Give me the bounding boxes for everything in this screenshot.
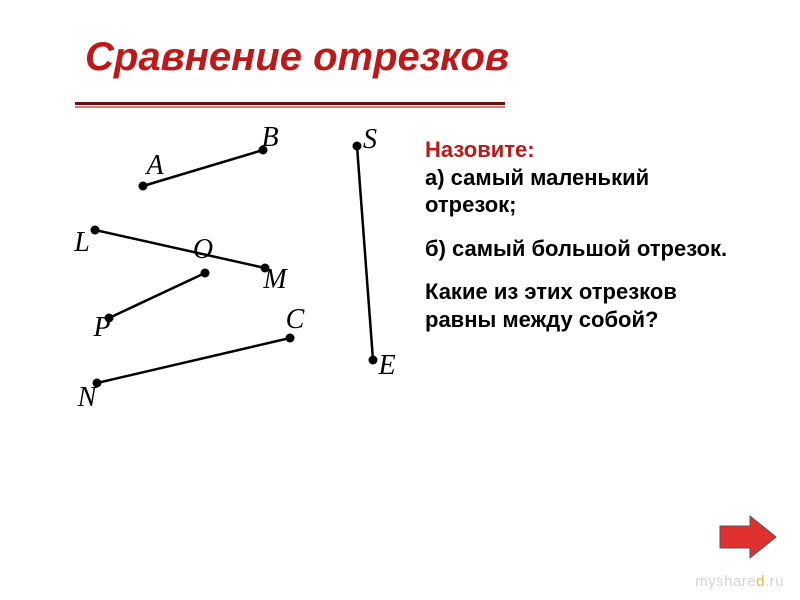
point-label-B: B bbox=[261, 122, 278, 154]
point-label-E: E bbox=[378, 350, 395, 382]
point-label-C: C bbox=[286, 304, 305, 336]
slide: Сравнение отрезков A B L M O P N C S E Назовите: … bbox=[0, 0, 800, 600]
segment-OP bbox=[109, 273, 205, 318]
point-label-N: N bbox=[78, 382, 97, 414]
title-rule-wrap bbox=[75, 102, 745, 108]
page-title: Сравнение отрезков bbox=[85, 35, 745, 80]
point-label-P: P bbox=[93, 312, 110, 344]
prompt-block-a: Назовите: а) самый маленький отрезок; bbox=[425, 136, 745, 219]
watermark: myshared.ru bbox=[695, 573, 784, 590]
endpoint bbox=[91, 226, 100, 235]
prompt-item-a: а) самый маленький отрезок; bbox=[425, 165, 649, 218]
point-label-S: S bbox=[363, 124, 377, 156]
next-arrow-button[interactable] bbox=[718, 514, 778, 560]
text-column: Назовите: а) самый маленький отрезок; б)… bbox=[425, 128, 745, 418]
content-row: ABLMOPNCSE Назовите: а) самый маленький … bbox=[55, 128, 745, 418]
endpoint bbox=[369, 356, 378, 365]
segment-NC bbox=[97, 338, 290, 383]
endpoint bbox=[353, 142, 362, 151]
watermark-accent: d bbox=[756, 573, 765, 590]
point-label-O: O bbox=[193, 234, 213, 266]
point-label-M: M bbox=[263, 264, 286, 296]
watermark-post: .ru bbox=[765, 573, 784, 590]
segments-diagram: ABLMOPNCSE bbox=[55, 128, 415, 418]
prompt-question: Какие из этих отрезков равны между собой… bbox=[425, 278, 745, 333]
point-label-A: A bbox=[146, 150, 163, 182]
prompt-item-b: б) самый большой отрезок. bbox=[425, 235, 745, 263]
endpoint bbox=[201, 269, 210, 278]
point-label-L: L bbox=[74, 227, 90, 259]
diagram-svg bbox=[55, 128, 415, 418]
prompt-lead: Назовите: bbox=[425, 137, 535, 162]
endpoint bbox=[139, 182, 148, 191]
segment-LM bbox=[95, 230, 265, 268]
segment-SE bbox=[357, 146, 373, 360]
arrow-right-icon bbox=[718, 514, 778, 560]
title-rule bbox=[75, 102, 505, 108]
watermark-pre: myshare bbox=[695, 573, 756, 590]
